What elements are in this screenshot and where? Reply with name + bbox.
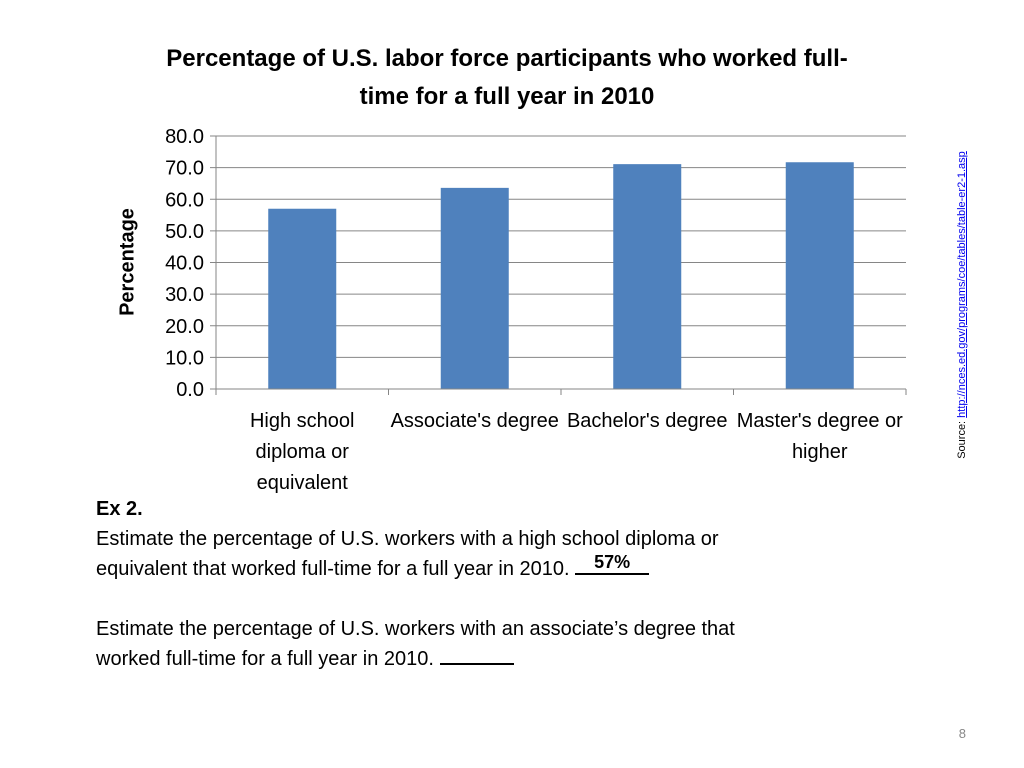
source-prefix: Source: (956, 420, 968, 459)
question-2-line-1: Estimate the percentage of U.S. workers … (96, 618, 735, 640)
y-tick-label: 80.0 (165, 126, 204, 148)
y-axis-label: Percentage (116, 208, 139, 316)
y-tick-label: 60.0 (165, 189, 204, 211)
question-1-line-2: equivalent that worked full-time for a f… (96, 558, 570, 580)
y-tick-label: 0.0 (176, 379, 204, 401)
x-tick-label: Associate's degree (390, 410, 559, 432)
question-1-line-1: Estimate the percentage of U.S. workers … (96, 528, 719, 550)
answer-blank-1[interactable]: 57% (575, 552, 650, 575)
y-tick-label: 30.0 (165, 284, 204, 306)
exercise-block: Ex 2. Estimate the percentage of U.S. wo… (96, 494, 896, 674)
x-tick-label: High school diploma or equivalent (249, 410, 355, 494)
bar (268, 208, 337, 389)
question-2: Estimate the percentage of U.S. workers … (96, 614, 896, 674)
y-tick-label: 40.0 (165, 253, 204, 275)
page-number: 8 (958, 726, 966, 741)
y-tick-label: 70.0 (165, 158, 204, 180)
answer-blank-2[interactable] (439, 645, 514, 665)
bar-chart: 0.0 10.0 20.0 30.0 40.0 50.0 60.0 70.0 80.0 (165, 126, 907, 401)
x-tick-label: Bachelor's degree (566, 410, 728, 432)
chart-title: Percentage of U.S. labor force participa… (166, 45, 848, 110)
bar (440, 187, 509, 389)
question-1: Estimate the percentage of U.S. workers … (96, 524, 896, 584)
y-tick-label: 10.0 (165, 347, 204, 369)
bar (785, 162, 854, 389)
bar (613, 164, 682, 389)
source-link[interactable]: http://nces.ed.gov/programs/coe/tables/t… (956, 151, 968, 418)
x-tick-label: Master's degree or higher (736, 410, 903, 463)
source-note: Source: http://nces.ed.gov/programs/coe/… (956, 151, 968, 459)
y-tick-label: 20.0 (165, 316, 204, 338)
answer-1: 57% (594, 552, 631, 572)
y-tick-label: 50.0 (165, 221, 204, 243)
exercise-heading: Ex 2. (96, 498, 143, 520)
question-2-line-2: worked full-time for a full year in 2010… (96, 648, 434, 670)
